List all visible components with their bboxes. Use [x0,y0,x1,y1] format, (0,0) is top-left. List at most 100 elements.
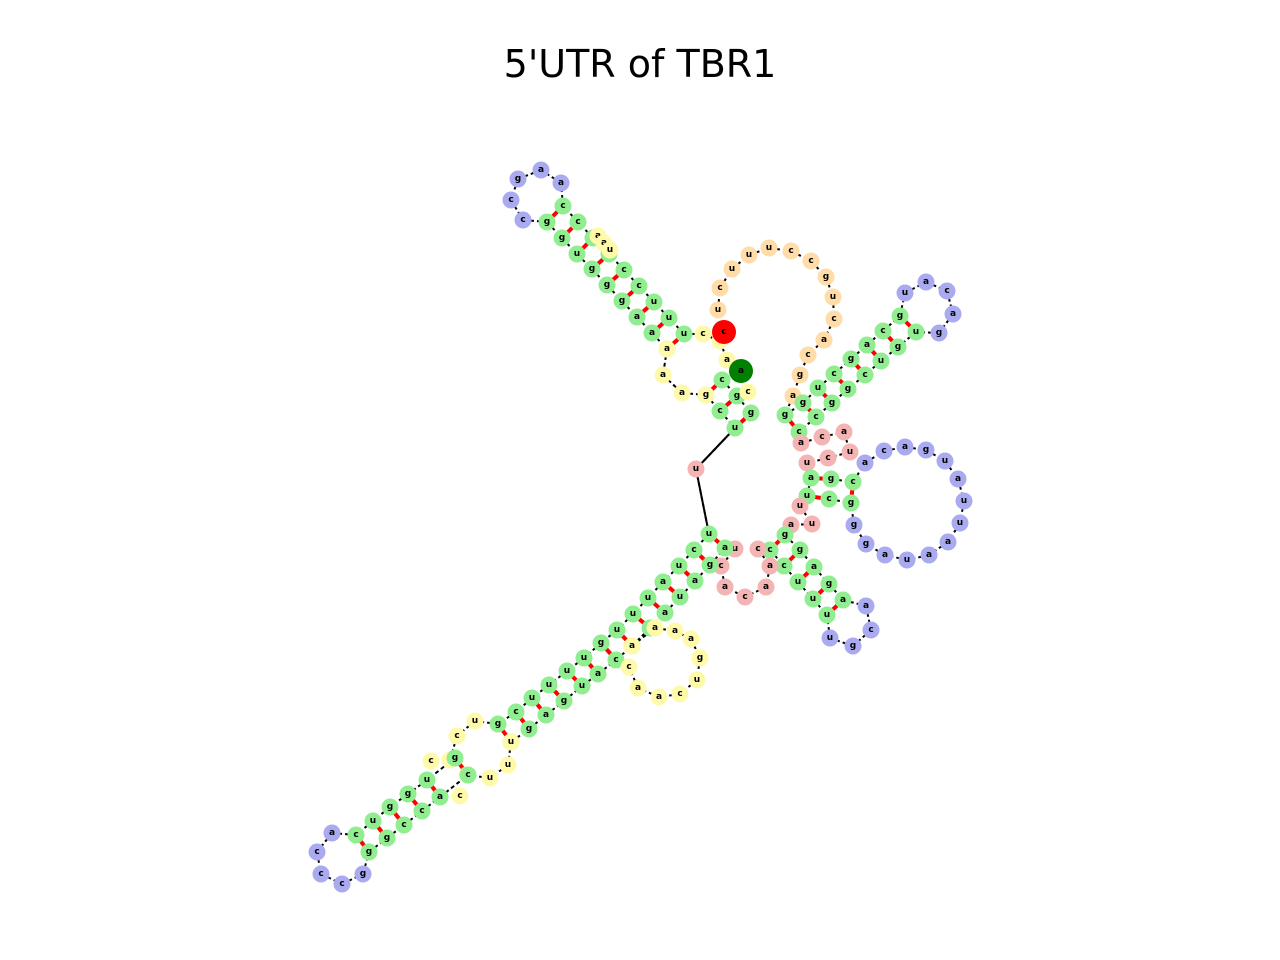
nucleotide-label: g [850,641,856,651]
nucleotide-label: a [882,550,888,560]
nucleotide-label: c [881,446,886,456]
nucleotide-label: a [738,366,744,376]
nucleotide-label: g [797,545,803,555]
nucleotide-circle [624,605,642,623]
nucleotide: a [944,305,962,323]
nucleotide-label: u [676,561,682,571]
nucleotide-label: c [691,545,696,555]
nucleotide-label: g [897,311,903,321]
nucleotide-label: a [538,165,544,175]
nucleotide-label: c [457,791,462,801]
nucleotide-label: c [700,329,705,339]
nucleotide-circle [820,490,838,508]
nucleotide-circle [889,338,907,356]
nucleotide-circle [520,720,538,738]
nucleotide-label: u [630,609,636,619]
nucleotide: g [817,268,835,286]
nucleotide-circle [791,541,809,559]
nucleotide-label: g [923,445,929,455]
nucleotide-label: g [895,342,901,352]
nucleotide-circle [650,688,668,706]
nucleotide-circle [607,651,625,669]
nucleotide-label: u [904,555,910,565]
nucleotide-circle [620,658,638,676]
nucleotide-label: g [782,410,788,420]
nucleotide-label: g [387,802,393,812]
nucleotide: c [775,557,793,575]
nucleotide: g [520,720,538,738]
nucleotide-label: c [520,215,525,225]
nucleotide-circle [716,539,734,557]
nucleotide-label: g [619,296,625,306]
nucleotide-label: a [923,277,929,287]
nucleotide-label: g [697,653,703,663]
nucleotide-circle [824,288,842,306]
nucleotide-label: c [339,879,344,889]
nucleotide-circle [823,394,841,412]
diagram-title: 5'UTR of TBR1 [503,42,777,86]
nucleotide: a [673,384,691,402]
nucleotide-label: a [635,683,641,693]
nucleotide-circle [799,346,817,364]
nucleotide: u [481,769,499,787]
nucleotide-circle [709,301,727,319]
nucleotide-label: a [840,595,846,605]
nucleotide-label: g [826,579,832,589]
nucleotide-circle [700,525,718,543]
nucleotide-circle [381,798,399,816]
nucleotide: c [820,490,838,508]
nucleotide: c [862,621,880,639]
nucleotide: a [858,336,876,354]
nucleotide-circle [568,245,586,263]
nucleotide-circle [841,443,859,461]
nucleotide-label: u [370,816,376,826]
nucleotide-circle [803,515,821,533]
nucleotide-circle [395,816,413,834]
nucleotide-label: u [651,297,657,307]
nucleotide: u [573,677,591,695]
nucleotide-label: g [800,398,806,408]
nucleotide-label: g [384,833,390,843]
nucleotide-label: g [797,370,803,380]
nucleotide-circle [896,438,914,456]
nucleotide-label: u [424,775,430,785]
nucleotide: g [794,394,812,412]
nucleotide-label: u [681,329,687,339]
nucleotide-circle [726,419,744,437]
nucleotide-label: c [880,326,885,336]
nucleotide: g [845,516,863,534]
nucleotide-circle [688,671,706,689]
nucleotide-label: g [366,847,372,857]
nucleotide-label: c [719,375,724,385]
nucleotide-label: a [629,641,635,651]
nucleotide-circle [716,578,734,596]
nucleotide-circle [907,323,925,341]
nucleotide-circle [938,282,956,300]
nucleotide-circle [613,292,631,310]
nucleotide: a [856,454,874,472]
nucleotide: u [789,573,807,591]
nucleotide-label: a [688,634,694,644]
nucleotide-label: g [452,753,458,763]
nucleotide: a [589,665,607,683]
nucleotide: c [856,366,874,384]
nucleotide-circle [583,260,601,278]
nucleotide-circle [839,380,857,398]
nucleotide: a [716,539,734,557]
nucleotide: a [857,597,875,615]
nucleotide: u [671,588,689,606]
nucleotide: g [842,350,860,368]
nucleotide-circle [481,769,499,787]
nucleotide: a [650,688,668,706]
nucleotide: a [834,591,852,609]
nucleotide-label: a [945,537,951,547]
nucleotide: c [844,473,862,491]
nucleotide-label: g [782,530,788,540]
nucleotide: a [792,434,810,452]
backbone [316,169,965,885]
nucleotide: u [951,514,969,532]
nucleotide: g [930,324,948,342]
nucleotide-circle [804,590,822,608]
nucleotide-label: c [944,286,949,296]
nucleotide: g [553,229,571,247]
